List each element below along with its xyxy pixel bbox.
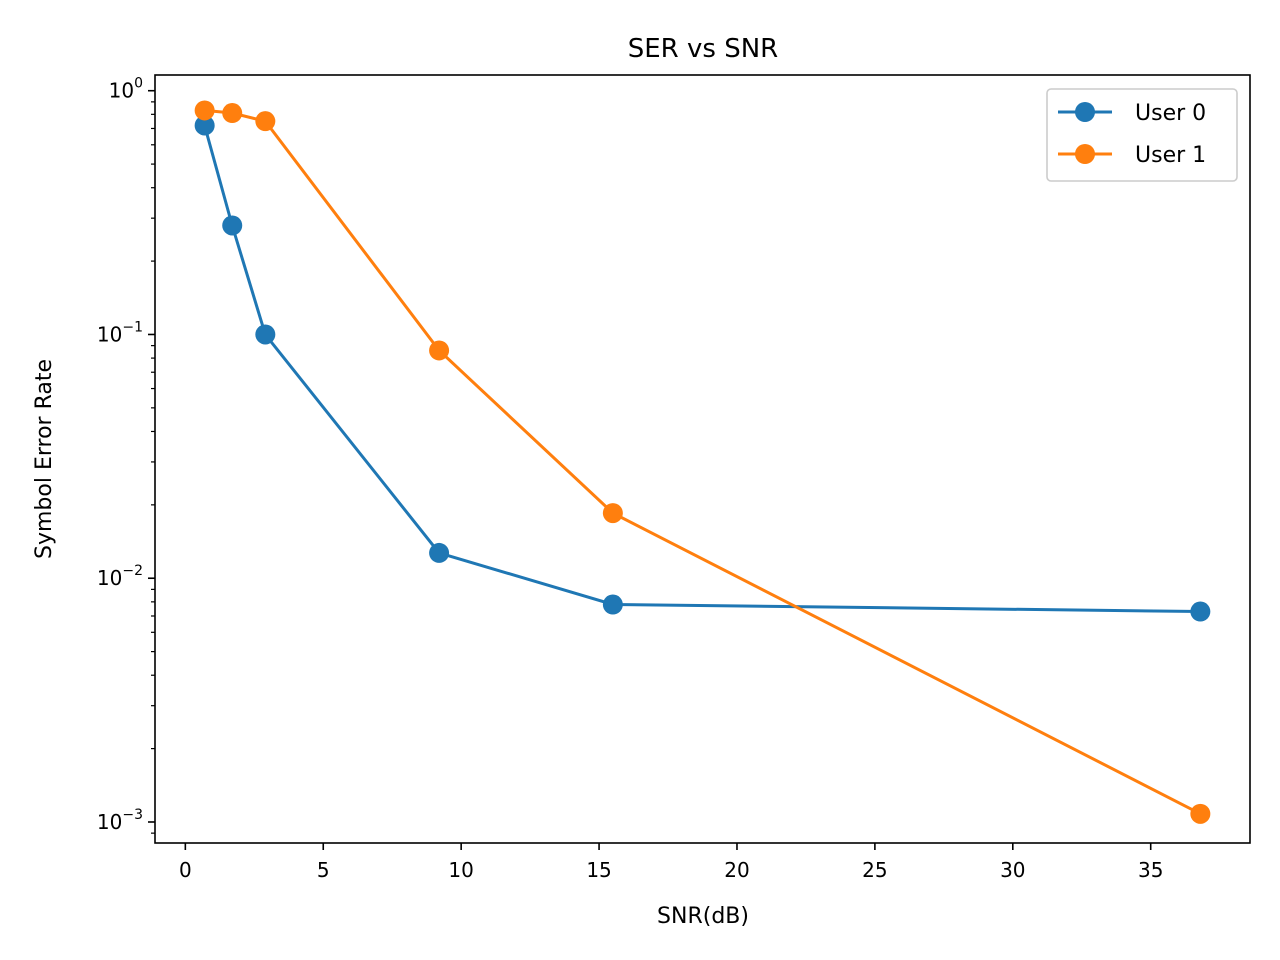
y-tick-label: 100 bbox=[109, 76, 143, 103]
legend-label: User 0 bbox=[1135, 101, 1206, 126]
data-point-user-0 bbox=[222, 215, 243, 236]
data-point-user-0 bbox=[602, 594, 623, 615]
series-line-user-0 bbox=[203, 125, 1201, 613]
x-tick-label: 20 bbox=[724, 858, 749, 882]
x-tick-label: 25 bbox=[862, 858, 887, 882]
legend-marker-user-0 bbox=[1075, 102, 1095, 122]
data-point-user-1 bbox=[194, 100, 215, 121]
x-axis: 0 5 10 15 20 25 30 35 bbox=[179, 843, 1163, 882]
y-tick-label: 10−3 bbox=[97, 807, 143, 834]
x-tick-label: 5 bbox=[317, 858, 330, 882]
data-point-user-0 bbox=[255, 324, 276, 345]
x-tick-label: 15 bbox=[586, 858, 611, 882]
data-point-user-1 bbox=[255, 111, 276, 132]
y-tick-label: 10−2 bbox=[97, 563, 143, 590]
x-tick-label: 35 bbox=[1138, 858, 1163, 882]
data-point-user-1 bbox=[429, 340, 450, 361]
plot-frame bbox=[154, 74, 1251, 844]
chart-title: SER vs SNR bbox=[628, 34, 778, 64]
x-axis-label: SNR(dB) bbox=[657, 904, 749, 929]
data-point-user-1 bbox=[1190, 803, 1211, 824]
y-axis-label: Symbol Error Rate bbox=[32, 359, 57, 559]
x-tick-label: 30 bbox=[1000, 858, 1025, 882]
legend-label: User 1 bbox=[1135, 143, 1206, 168]
x-tick-label: 10 bbox=[448, 858, 473, 882]
data-point-user-1 bbox=[602, 503, 623, 524]
axes bbox=[154, 74, 1251, 844]
x-tick-label: 0 bbox=[179, 858, 192, 882]
series-line-user-1 bbox=[204, 108, 1202, 816]
legend-marker-user-1 bbox=[1075, 144, 1095, 164]
data-point-user-1 bbox=[222, 103, 243, 124]
data-point-user-0 bbox=[1190, 601, 1211, 622]
y-tick-label: 10−1 bbox=[97, 319, 143, 346]
plot-area bbox=[194, 100, 1211, 824]
legend: User 0 User 1 bbox=[1046, 88, 1238, 182]
data-point-user-0 bbox=[429, 542, 450, 563]
y-axis: 100 10−1 10−2 10−3 bbox=[97, 76, 155, 834]
data-point-user-0 bbox=[194, 115, 215, 136]
